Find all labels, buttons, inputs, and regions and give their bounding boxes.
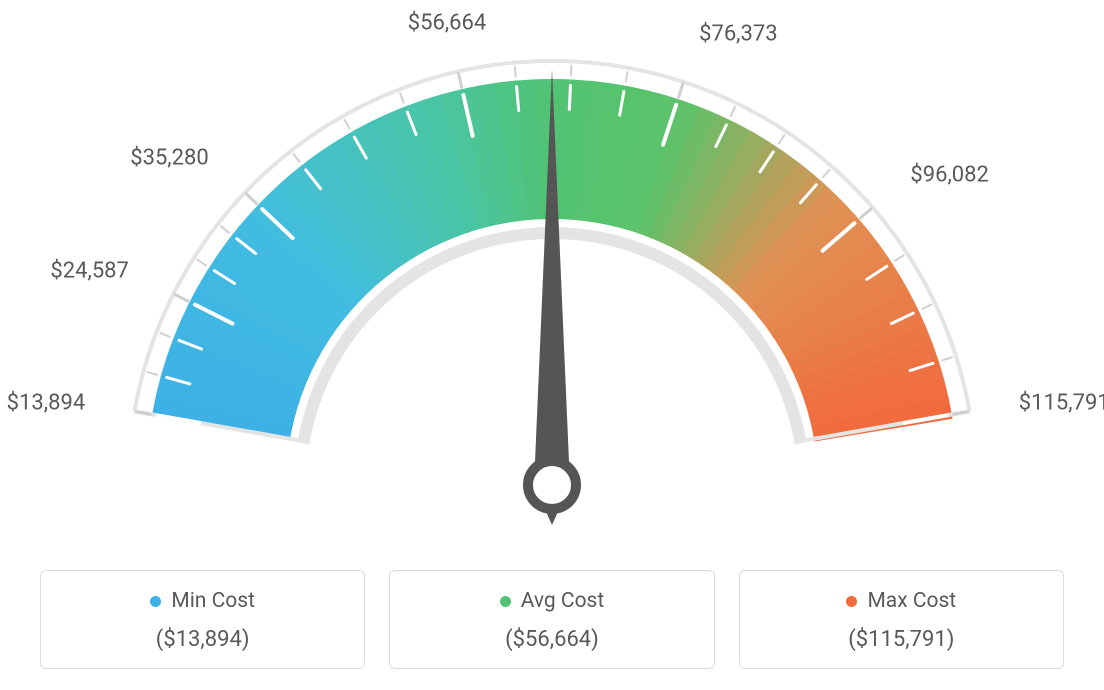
gauge-chart: $13,894 $24,587 $35,280 $56,664 $76,373 $96,0… <box>0 0 1104 560</box>
gauge-scale-label: $115,791 <box>1019 390 1104 415</box>
legend-title: Avg Cost <box>500 589 605 613</box>
legend-title-text: Avg Cost <box>521 589 605 613</box>
legend-dot-icon <box>846 596 857 607</box>
gauge-scale-label: $96,082 <box>910 162 989 187</box>
legend-value: ($56,664) <box>400 627 703 652</box>
gauge-scale-label: $24,587 <box>50 259 129 284</box>
gauge-scale-label: $76,373 <box>699 22 778 47</box>
legend-value: ($13,894) <box>51 627 354 652</box>
legend-card-min: Min Cost ($13,894) <box>40 570 365 669</box>
gauge-scale-label: $56,664 <box>408 10 487 35</box>
legend-value: ($115,791) <box>750 627 1053 652</box>
legend-title: Max Cost <box>846 589 956 613</box>
legend-dot-icon <box>500 596 511 607</box>
gauge-scale-label: $35,280 <box>130 146 209 171</box>
legend-title: Min Cost <box>150 589 255 613</box>
legend-card-max: Max Cost ($115,791) <box>739 570 1064 669</box>
gauge-scale-label: $13,894 <box>7 390 86 415</box>
legend-card-avg: Avg Cost ($56,664) <box>389 570 714 669</box>
legend-title-text: Min Cost <box>171 589 255 613</box>
legend-row: Min Cost ($13,894) Avg Cost ($56,664) Ma… <box>40 570 1064 669</box>
legend-dot-icon <box>150 596 161 607</box>
legend-title-text: Max Cost <box>867 589 956 613</box>
gauge-svg <box>0 0 1104 560</box>
